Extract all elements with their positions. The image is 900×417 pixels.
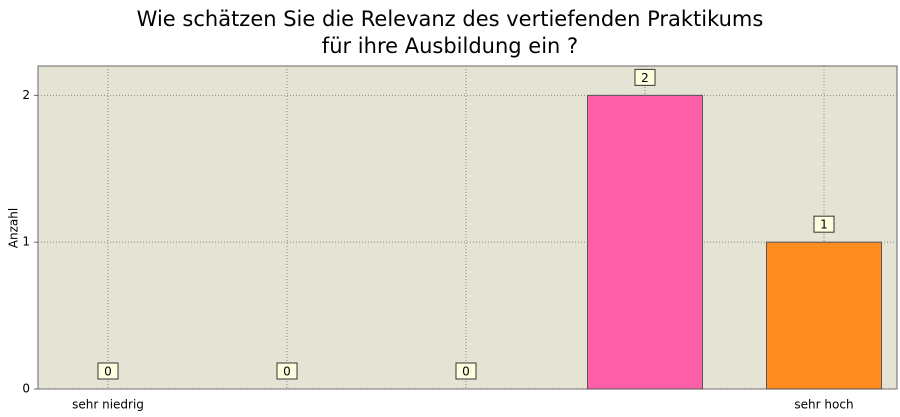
- value-label: 0: [104, 365, 112, 379]
- value-label-box: [276, 362, 298, 380]
- value-label-box: [455, 362, 477, 380]
- chart-title: für ihre Ausbildung ein ?: [322, 34, 578, 58]
- value-label: 0: [283, 365, 291, 379]
- y-axis-label: Anzahl: [7, 208, 21, 248]
- value-label: 0: [462, 365, 470, 379]
- value-label: 1: [820, 218, 828, 232]
- y-tick-label: 0: [22, 382, 30, 396]
- x-tick-label: sehr hoch: [794, 398, 853, 412]
- y-tick-label: 2: [22, 88, 30, 102]
- value-label: 2: [641, 71, 649, 85]
- y-tick-label: 1: [22, 235, 30, 249]
- value-label-box: [97, 362, 119, 380]
- value-label-box: [813, 215, 835, 233]
- bar: [766, 241, 882, 390]
- x-tick-label: sehr niedrig: [72, 398, 144, 412]
- bar: [587, 94, 703, 390]
- chart-title: Wie schätzen Sie die Relevanz des vertie…: [137, 7, 764, 31]
- plot-area: [37, 65, 898, 390]
- value-label-box: [634, 68, 656, 86]
